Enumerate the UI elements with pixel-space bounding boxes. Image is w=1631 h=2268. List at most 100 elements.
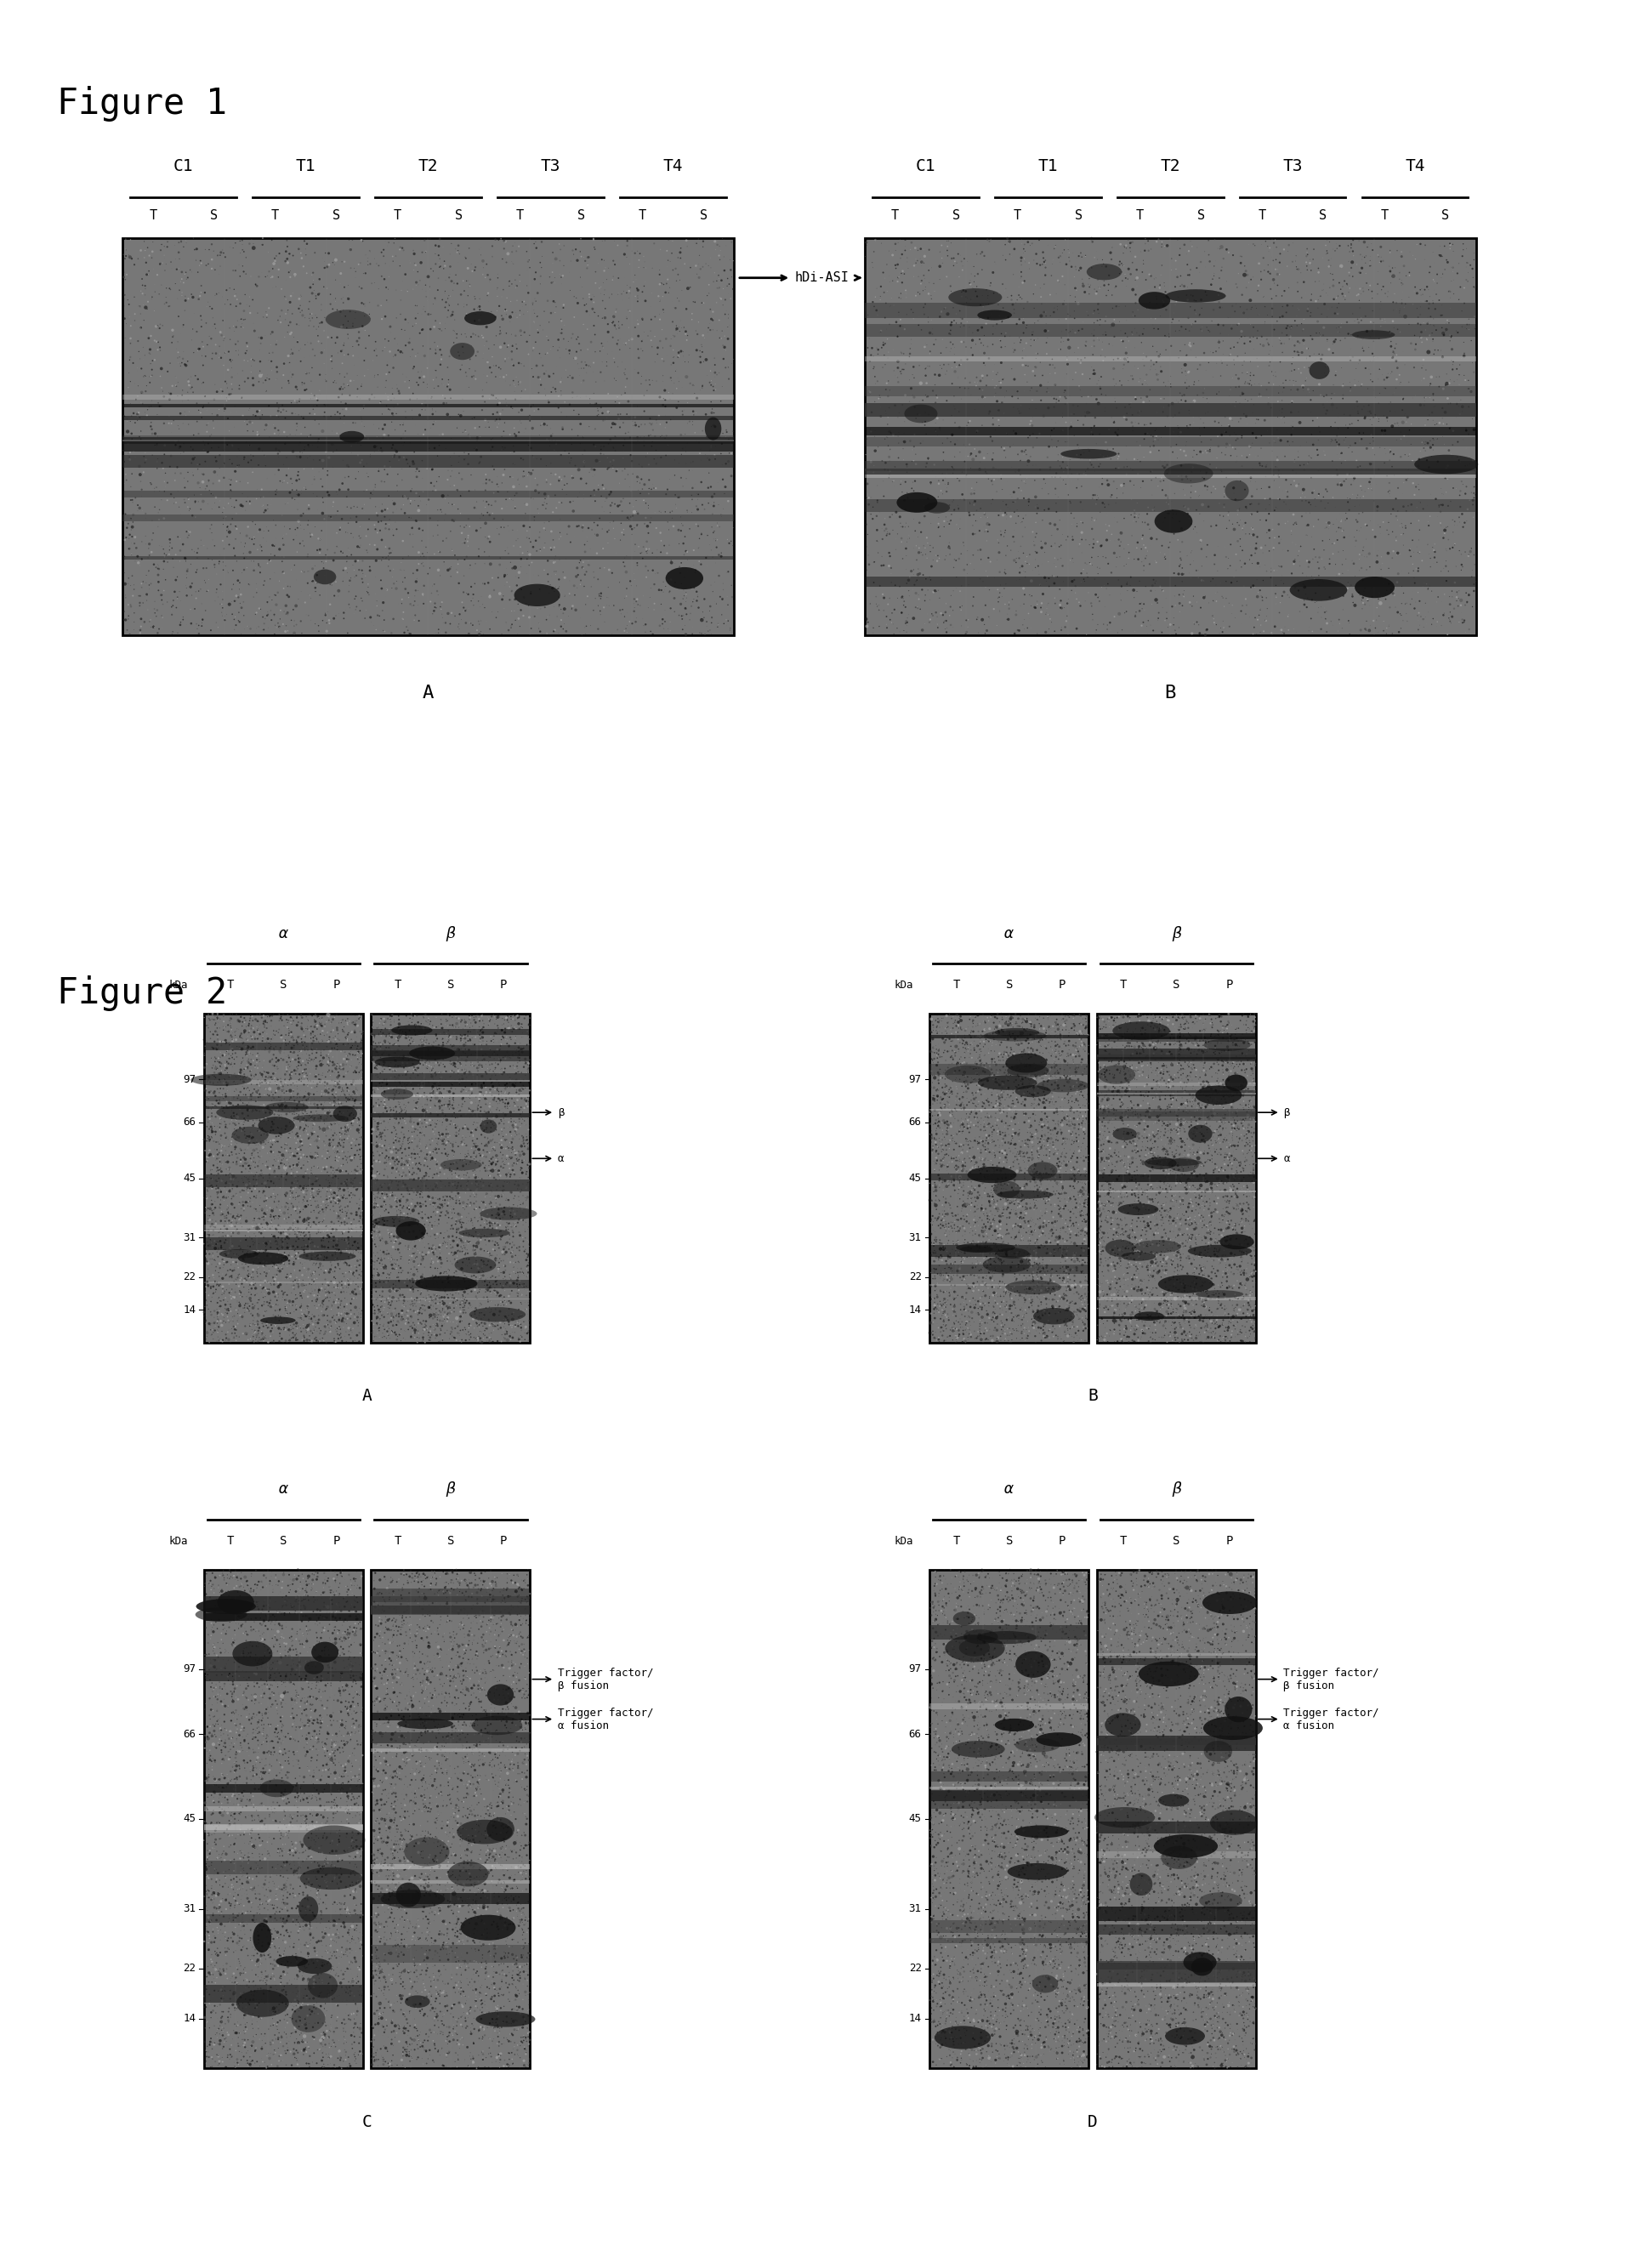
Point xyxy=(383,1778,409,1814)
Point xyxy=(315,1220,341,1256)
Point xyxy=(892,590,918,626)
Point xyxy=(1036,1560,1062,1597)
Point xyxy=(499,1148,525,1184)
Point xyxy=(199,1091,225,1127)
Point xyxy=(1063,1032,1090,1068)
Point xyxy=(922,1733,948,1769)
Point xyxy=(649,417,675,454)
Point xyxy=(320,1624,346,1660)
Point xyxy=(228,1046,254,1082)
Point xyxy=(1313,615,1339,651)
Point xyxy=(1011,1814,1037,1851)
Point xyxy=(393,256,419,293)
Point xyxy=(277,1687,303,1724)
Point xyxy=(1140,1277,1166,1313)
Point xyxy=(230,1644,256,1681)
Point xyxy=(373,1871,400,1907)
Point xyxy=(284,2021,310,2057)
Point xyxy=(957,1565,983,1601)
Point xyxy=(939,1628,966,1665)
Point xyxy=(925,1036,951,1073)
Point xyxy=(1181,1896,1207,1932)
Point xyxy=(1218,1728,1244,1765)
Point xyxy=(1016,1805,1042,1842)
Point xyxy=(387,1315,413,1352)
Point xyxy=(936,1250,962,1286)
Point xyxy=(1217,1928,1243,1964)
Point xyxy=(1034,1978,1060,2014)
Point xyxy=(259,1325,285,1361)
Point xyxy=(1228,592,1254,628)
Point xyxy=(201,1957,227,1994)
Point xyxy=(1241,610,1267,646)
Point xyxy=(1272,288,1298,324)
Point xyxy=(427,240,453,277)
Point xyxy=(196,1964,222,2000)
Point xyxy=(1049,1814,1075,1851)
Point xyxy=(1067,1973,1093,2009)
Point xyxy=(1031,1105,1057,1141)
Point xyxy=(349,1123,375,1159)
Point xyxy=(466,1320,493,1356)
Point xyxy=(1062,1576,1088,1613)
Point xyxy=(1016,1837,1042,1873)
Point xyxy=(1130,1315,1156,1352)
Point xyxy=(1011,315,1037,352)
Point xyxy=(431,998,457,1034)
Point xyxy=(1101,1599,1127,1635)
Point xyxy=(1213,2048,1240,2084)
Point xyxy=(561,340,587,376)
Point xyxy=(166,431,192,467)
Point xyxy=(380,1277,406,1313)
Point xyxy=(524,284,550,320)
Point xyxy=(1186,2048,1212,2084)
Point xyxy=(1042,1876,1068,1912)
Point xyxy=(1124,1191,1150,1227)
Point xyxy=(194,447,220,483)
Point xyxy=(111,397,137,433)
Point xyxy=(648,515,674,551)
Point xyxy=(525,367,551,404)
Point xyxy=(460,2043,486,2080)
Point xyxy=(953,1726,979,1762)
Point xyxy=(998,1572,1024,1608)
Point xyxy=(1199,1724,1225,1760)
Point xyxy=(432,1136,458,1173)
Point xyxy=(217,1107,243,1143)
Point xyxy=(497,998,524,1034)
Point xyxy=(1094,1744,1120,1780)
Point xyxy=(258,1059,284,1095)
Point xyxy=(1018,1846,1044,1882)
Point xyxy=(404,1084,431,1120)
Point xyxy=(687,615,713,651)
Point xyxy=(383,1179,409,1216)
Point xyxy=(1104,1207,1130,1243)
Point xyxy=(435,1687,462,1724)
Point xyxy=(493,1749,519,1785)
Point xyxy=(1013,1771,1039,1808)
Point xyxy=(1153,1252,1179,1288)
Point xyxy=(228,1885,254,1921)
Point xyxy=(1341,390,1367,426)
Point xyxy=(334,615,360,651)
Point xyxy=(1088,1320,1114,1356)
Point xyxy=(615,222,641,259)
Point xyxy=(972,2012,998,2048)
Point xyxy=(1173,365,1199,401)
Point xyxy=(225,1111,251,1148)
Point xyxy=(289,365,315,401)
Point xyxy=(1425,488,1452,524)
Point xyxy=(228,1064,254,1100)
Point xyxy=(228,1975,254,2012)
Point xyxy=(979,1116,1005,1152)
Point xyxy=(458,1735,484,1771)
Point xyxy=(1068,1853,1094,1889)
Point xyxy=(1042,1186,1068,1222)
Point xyxy=(966,313,992,349)
Point xyxy=(1168,1157,1194,1193)
Point xyxy=(375,390,401,426)
Point xyxy=(360,1145,387,1182)
Point xyxy=(267,1170,294,1207)
Point xyxy=(1036,1926,1062,1962)
Point xyxy=(1380,376,1406,413)
